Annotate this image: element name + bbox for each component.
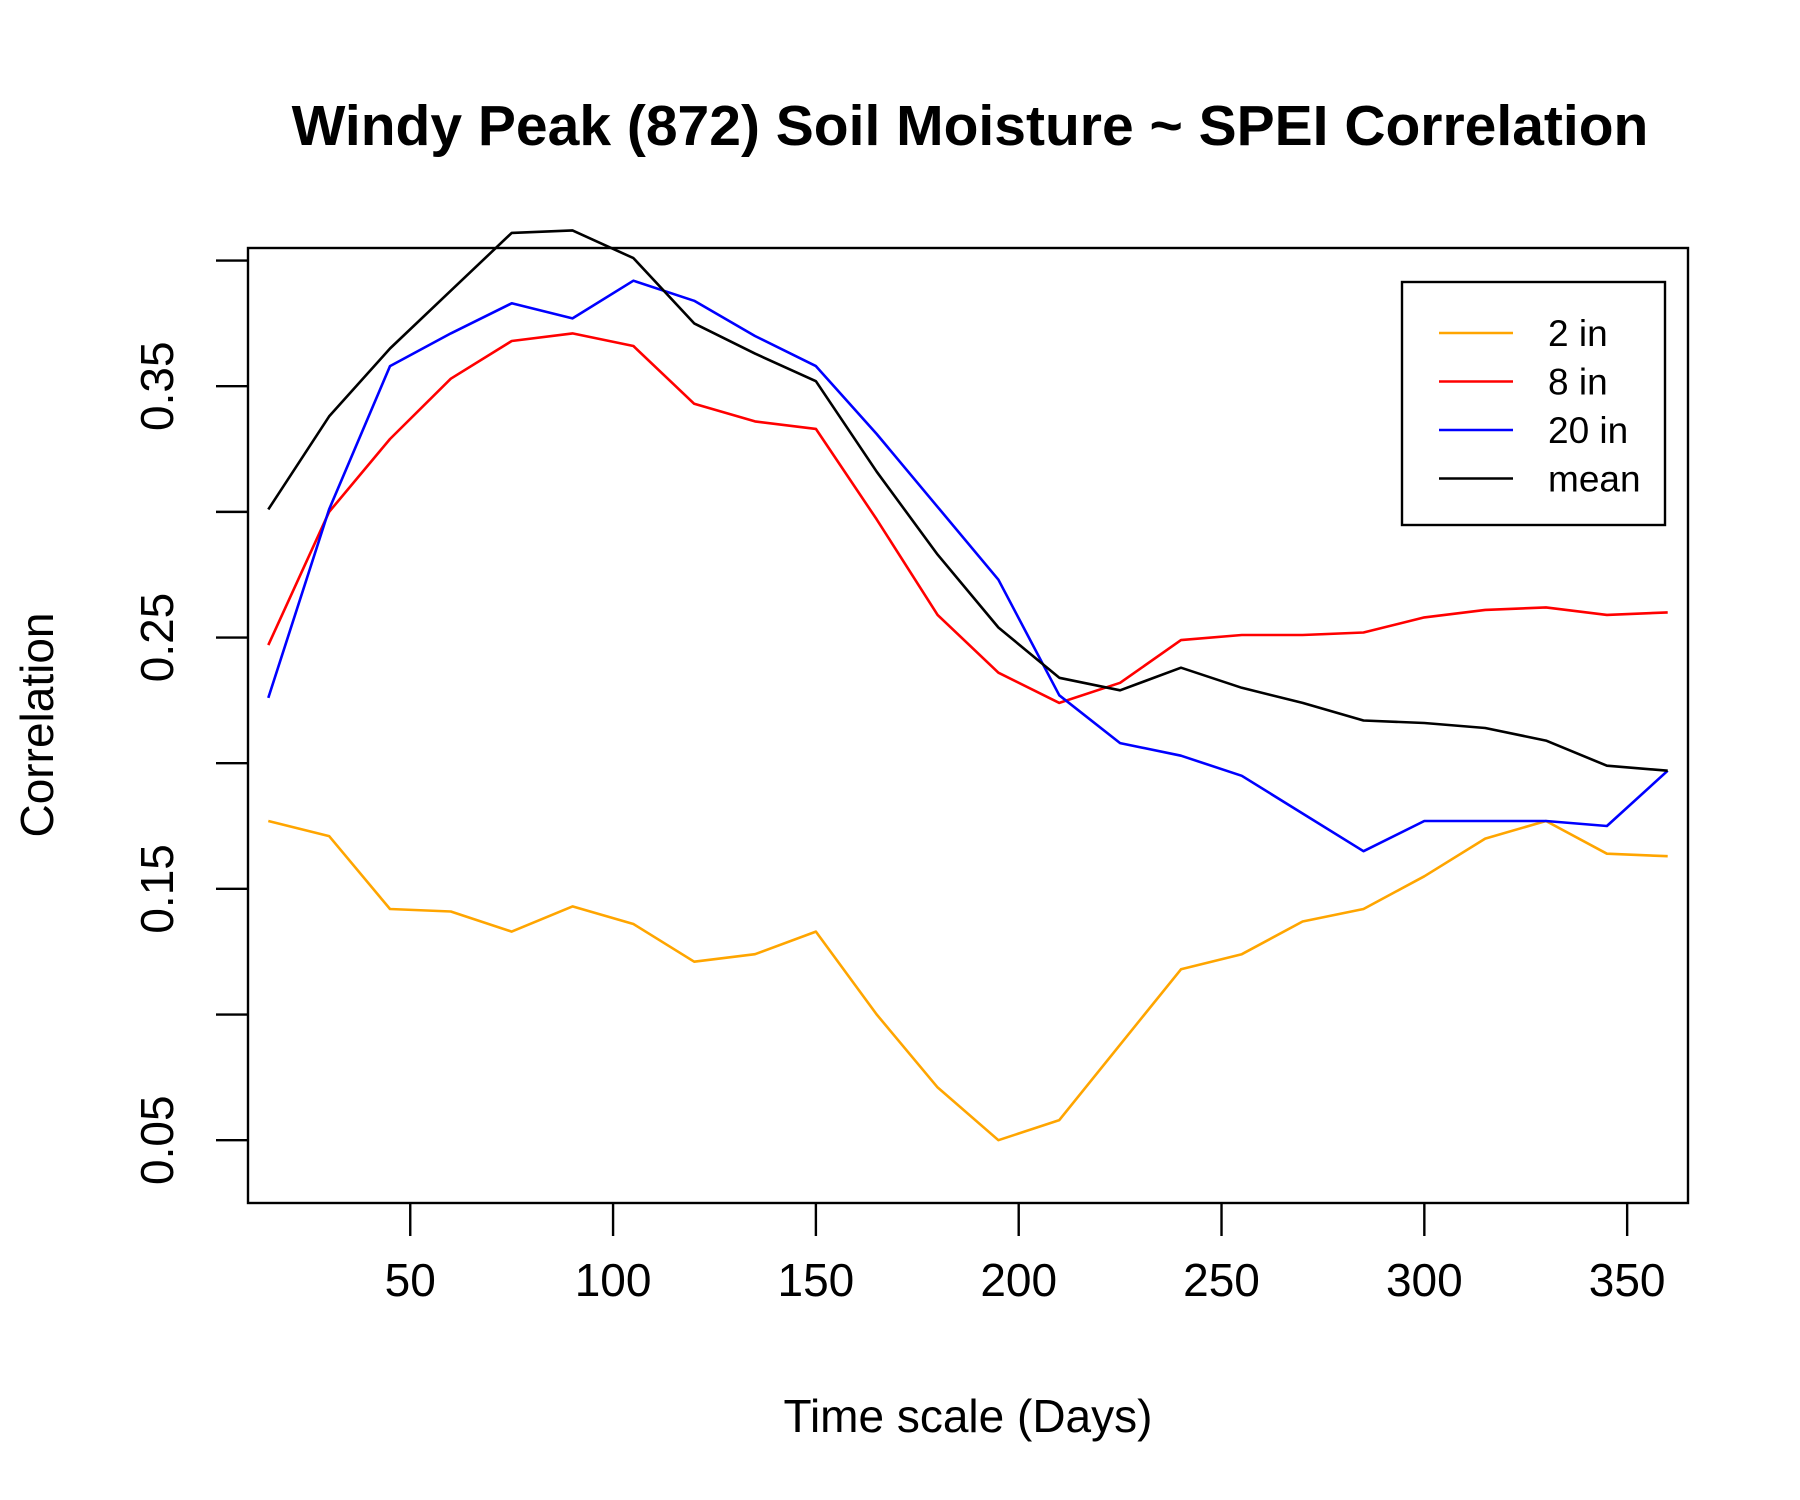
chart-title: Windy Peak (872) Soil Moisture ~ SPEI Co… — [292, 94, 1649, 158]
x-tick-label-350: 350 — [1589, 1254, 1666, 1306]
x-axis: 50 100 150 200 250 300 350 — [385, 1203, 1666, 1306]
series-line-8-in — [267, 332, 1668, 705]
y-tick-label-0.15: 0.15 — [131, 844, 183, 934]
x-tick-label-250: 250 — [1183, 1254, 1260, 1306]
legend-label-20-in: 20 in — [1548, 410, 1628, 451]
y-tick-label-0.05: 0.05 — [131, 1095, 183, 1185]
x-tick-label-50: 50 — [385, 1254, 436, 1306]
y-axis-title: Correlation — [11, 613, 63, 838]
x-tick-label-300: 300 — [1386, 1254, 1463, 1306]
y-axis: 0.05 0.15 0.25 0.35 — [131, 259, 248, 1185]
x-tick-label-200: 200 — [980, 1254, 1057, 1306]
legend-label-mean: mean — [1548, 459, 1641, 500]
series-line-mean — [267, 229, 1668, 772]
x-axis-title: Time scale (Days) — [784, 1390, 1153, 1442]
legend-label-8-in: 8 in — [1548, 362, 1608, 403]
plot-lines — [267, 229, 1669, 1142]
y-tick-label-0.35: 0.35 — [131, 341, 183, 431]
legend-box — [1400, 280, 1667, 527]
legend-label-2-in: 2 in — [1548, 313, 1608, 354]
y-tick-label-0.25: 0.25 — [131, 593, 183, 683]
series-line-20-in — [267, 279, 1669, 853]
x-tick-label-100: 100 — [575, 1254, 652, 1306]
x-tick-label-150: 150 — [778, 1254, 855, 1306]
plot-frame — [246, 246, 1690, 1205]
series-line-2-in — [267, 819, 1668, 1142]
legend: 2 in 8 in 20 in mean — [1400, 280, 1667, 527]
